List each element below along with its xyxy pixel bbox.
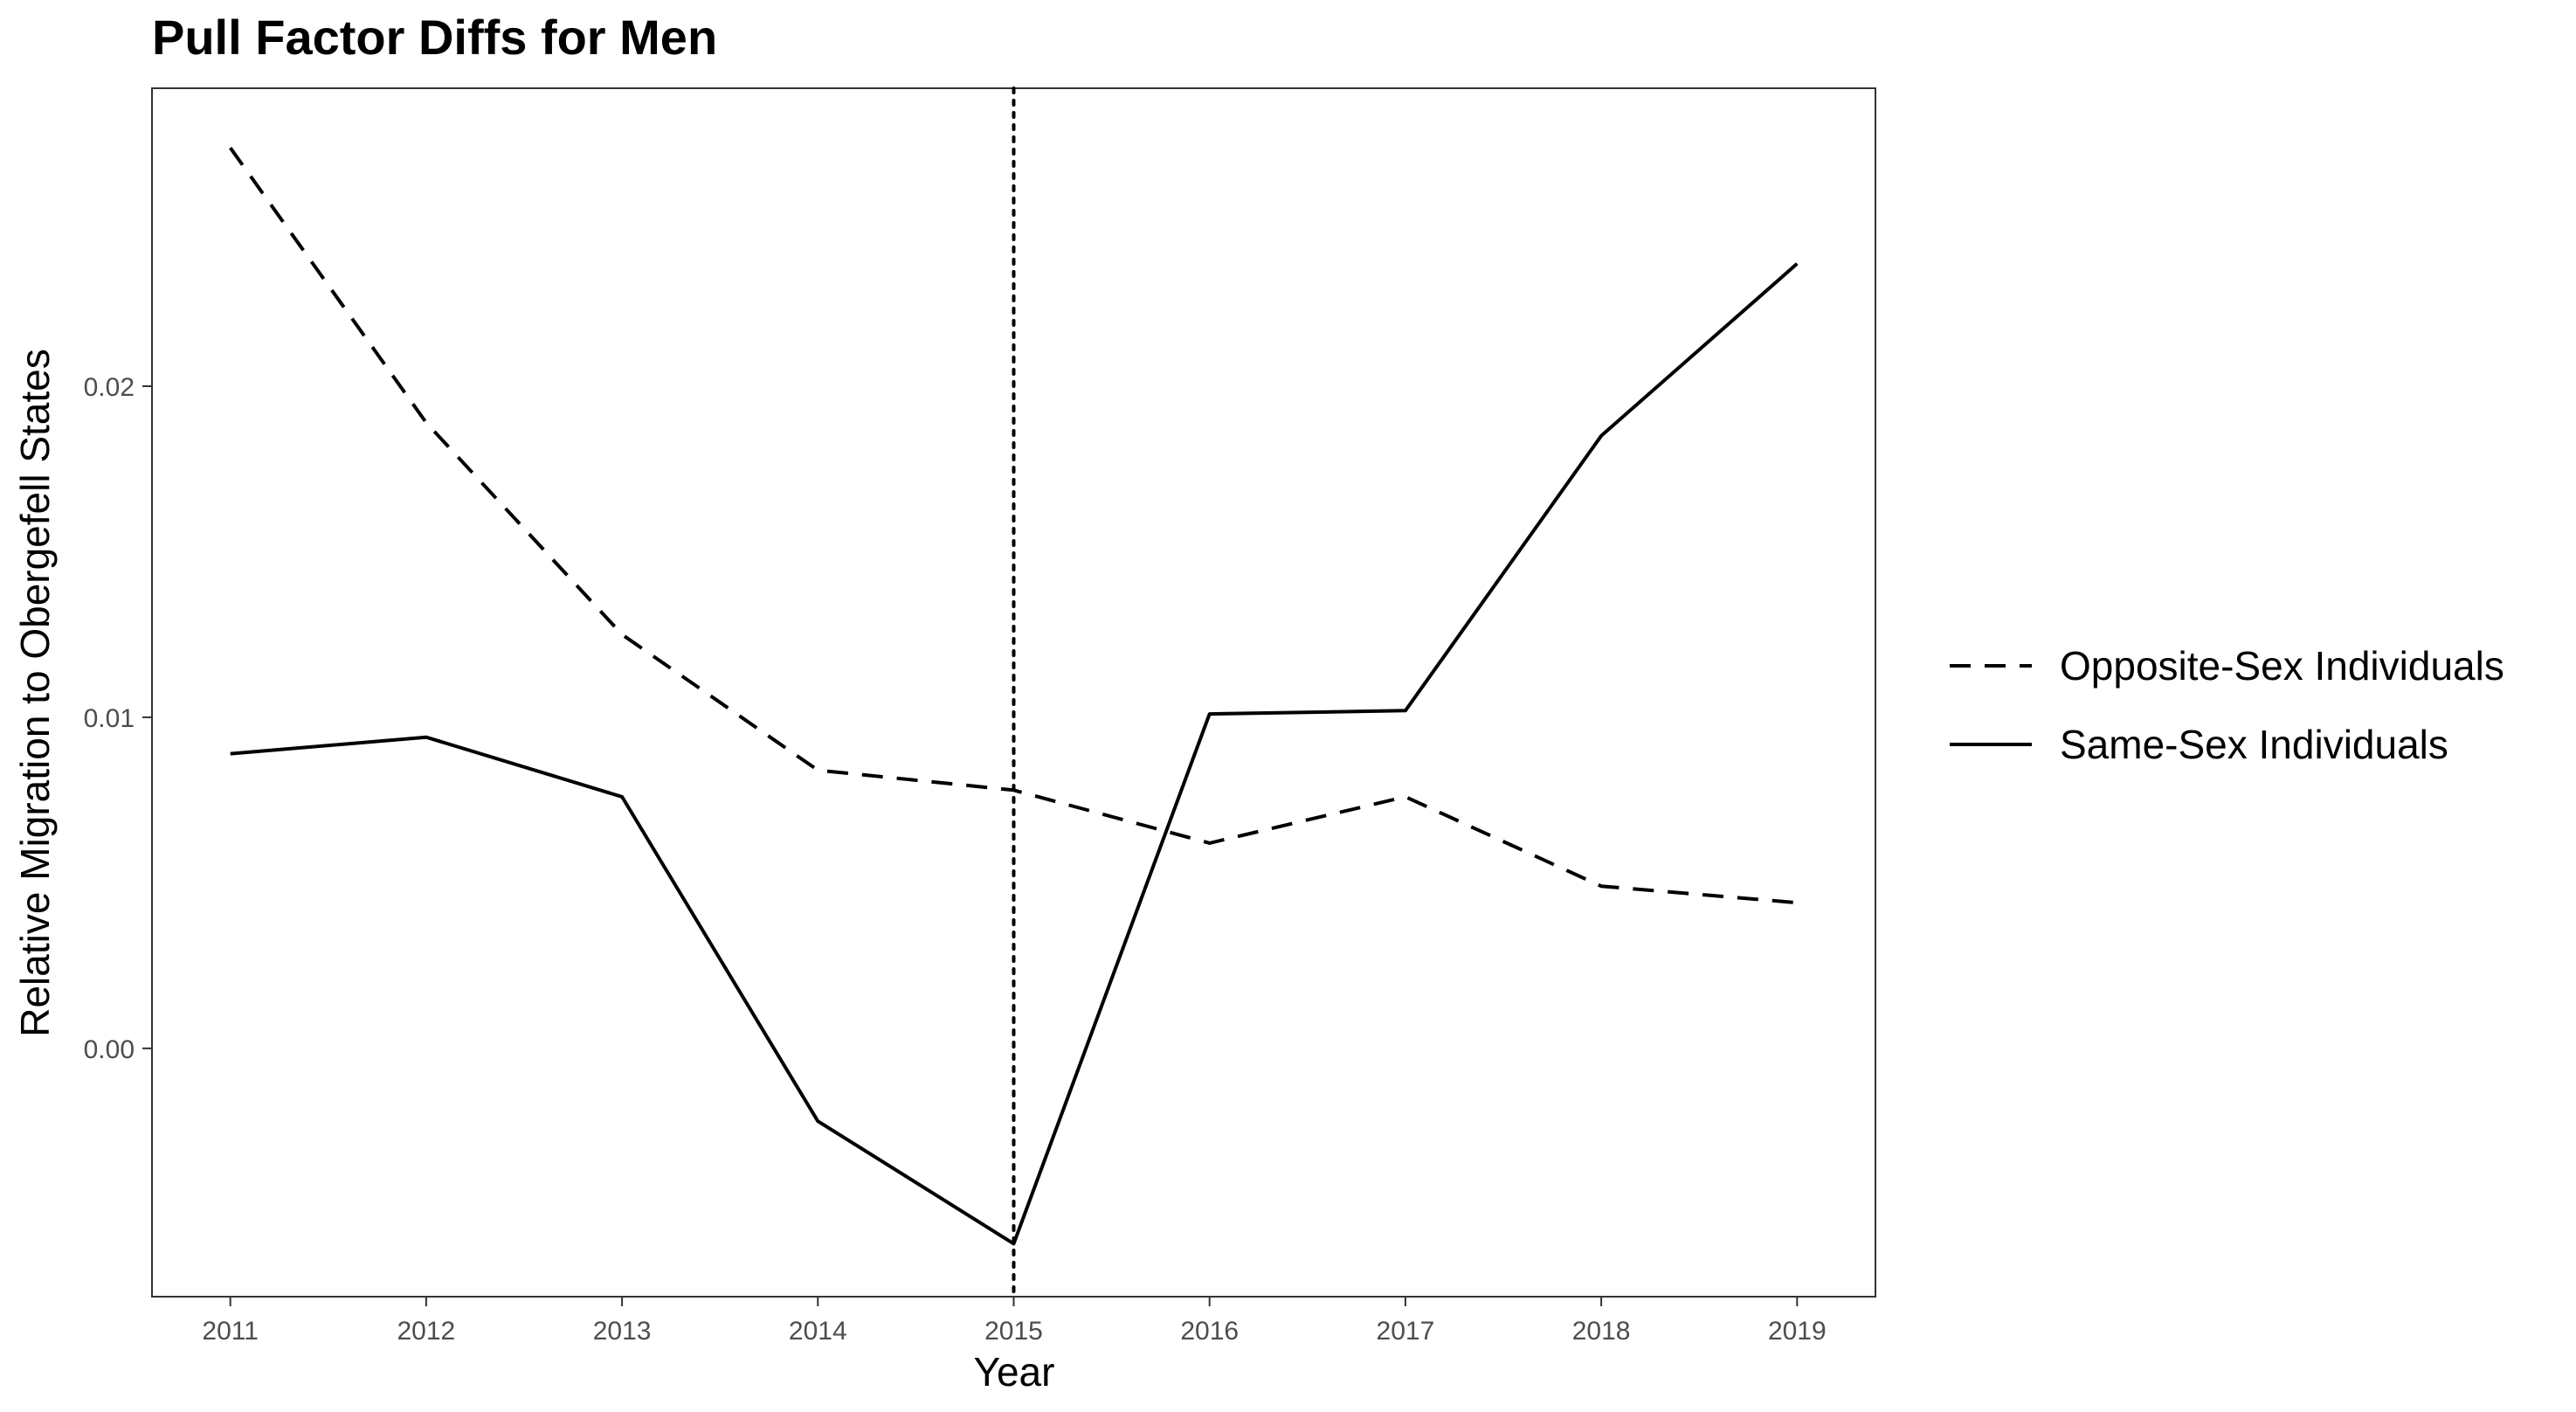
y-axis-title: Relative Migration to Obergefell States xyxy=(12,349,58,1037)
legend-label: Same-Sex Individuals xyxy=(2060,722,2448,767)
series-line-dashed xyxy=(229,147,1798,905)
series-line-solid xyxy=(230,262,1799,1246)
x-axis-title: Year xyxy=(974,1349,1055,1395)
y-tick-label: 0.02 xyxy=(84,373,135,402)
x-tick-label: 2017 xyxy=(1377,1317,1435,1346)
y-tick-label: 0.01 xyxy=(84,704,135,733)
x-tick-label: 2012 xyxy=(397,1317,456,1346)
legend-label: Opposite-Sex Individuals xyxy=(2060,643,2504,689)
x-tick-label: 2013 xyxy=(593,1317,652,1346)
x-tick-label: 2018 xyxy=(1572,1317,1631,1346)
x-tick-label: 2011 xyxy=(202,1317,259,1346)
x-tick-label: 2014 xyxy=(789,1317,847,1346)
x-tick-label: 2015 xyxy=(984,1317,1043,1346)
chart-title: Pull Factor Diffs for Men xyxy=(152,10,717,65)
x-tick-label: 2019 xyxy=(1768,1317,1827,1346)
legend: Opposite-Sex Individuals Same-Sex Individ… xyxy=(1950,643,2504,767)
axes: 2011 2012 2013 2014 2015 2016 2017 2018 2019 0.00… xyxy=(84,373,1827,1346)
x-tick-label: 2016 xyxy=(1180,1317,1239,1346)
plot-area xyxy=(151,87,1876,1298)
y-tick-label: 0.00 xyxy=(84,1035,135,1064)
